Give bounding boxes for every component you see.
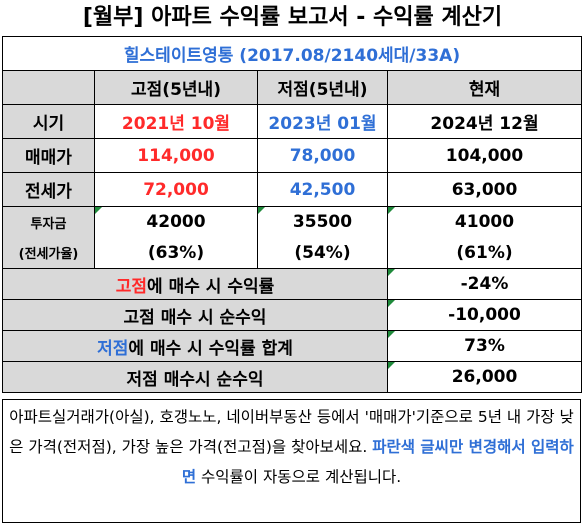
jeonse-current-input[interactable]: 63,000 [386, 172, 583, 207]
calc-marker-icon [388, 269, 395, 276]
period-high-input[interactable]: 2021년 10월 [94, 104, 258, 139]
high-profit-label: 고점 매수 시 순수익 [2, 299, 388, 331]
jeonse-low-input[interactable]: 42,500 [257, 172, 388, 207]
high-return-text: 에 매수 시 수익률 [147, 276, 275, 297]
page-title: [월부] 아파트 수익률 보고서 - 수익률 계산기 [82, 5, 503, 30]
jeonse-ratio-label: (전세가율) [2, 237, 95, 269]
invest-label: 투자금 [2, 206, 95, 238]
high-return-row: 고점에 매수 시 수익률 -24% [2, 268, 583, 300]
low-return-number: 73% [464, 336, 505, 356]
low-return-label: 저점에 매수 시 수익률 합계 [2, 330, 388, 362]
header-current: 현재 [386, 70, 583, 105]
note-text-end: 수익률이 자동으로 계산됩니다. [196, 468, 402, 486]
high-profit-value: -10,000 [386, 299, 583, 331]
column-header-row: 고점(5년내) 저점(5년내) 현재 [2, 70, 583, 105]
high-return-label: 고점에 매수 시 수익률 [2, 268, 388, 300]
period-row: 시기 2021년 10월 2023년 01월 2024년 12월 [2, 104, 583, 139]
calc-marker-icon [388, 300, 395, 307]
calc-marker-icon [388, 207, 395, 214]
header-high: 고점(5년내) [94, 70, 258, 105]
low-return-text: 에 매수 시 수익률 합계 [128, 338, 293, 359]
high-profit-number: -10,000 [448, 305, 521, 325]
high-return-number: -24% [460, 274, 509, 294]
invest-row: 투자금 42000 35500 41000 [2, 206, 583, 238]
low-profit-number: 26,000 [451, 367, 518, 387]
calc-marker-icon [388, 331, 395, 338]
note-text: 아파트실거래가(아실), 호갱노노, 네이버부동산 등에서 '매매가'기준으로 … [9, 408, 574, 456]
return-calculator-table: 힐스테이트영통 (2017.08/2140세대/33A) 고점(5년내) 저점(… [1, 36, 583, 393]
calc-marker-icon [388, 362, 395, 369]
invest-current-rate: (61%) [386, 237, 583, 269]
low-return-row: 저점에 매수 시 수익률 합계 73% [2, 330, 583, 362]
jeonse-price-row: 전세가 72,000 42,500 63,000 [2, 172, 583, 207]
invest-high-rate: (63%) [94, 237, 258, 269]
complex-name: 힐스테이트영통 (2017.08/2140세대/33A) [1, 36, 583, 71]
sale-low-input[interactable]: 78,000 [257, 138, 388, 173]
high-emphasis: 고점 [115, 276, 148, 297]
high-return-value: -24% [386, 268, 583, 300]
invest-high-cell: 42000 [94, 206, 258, 238]
calc-marker-icon [95, 207, 102, 214]
header-low: 저점(5년내) [257, 70, 388, 105]
jeonse-label: 전세가 [2, 172, 95, 207]
high-profit-row: 고점 매수 시 순수익 -10,000 [2, 299, 583, 331]
low-return-value: 73% [386, 330, 583, 362]
invest-current-cell: 41000 [386, 206, 583, 238]
invest-current-value: 41000 [454, 212, 515, 233]
calc-marker-icon [258, 207, 265, 214]
invest-low-value: 35500 [292, 212, 353, 233]
period-current-input[interactable]: 2024년 12월 [386, 104, 583, 139]
period-low-input[interactable]: 2023년 01월 [257, 104, 388, 139]
sale-high-input[interactable]: 114,000 [94, 138, 258, 173]
instruction-note: 아파트실거래가(아실), 호갱노노, 네이버부동산 등에서 '매매가'기준으로 … [2, 399, 581, 523]
invest-rate-row: (전세가율) (63%) (54%) (61%) [2, 237, 583, 269]
low-profit-row: 저점 매수시 순수익 26,000 [2, 361, 583, 393]
note-highlight: 파란색 글씨만 변경해서 입력하면 [181, 438, 574, 486]
period-label: 시기 [2, 104, 95, 139]
sale-price-row: 매매가 114,000 78,000 104,000 [2, 138, 583, 173]
invest-high-value: 42000 [146, 212, 206, 233]
invest-low-cell: 35500 [257, 206, 388, 238]
sale-current-input[interactable]: 104,000 [386, 138, 583, 173]
low-profit-value: 26,000 [386, 361, 583, 393]
jeonse-high-input[interactable]: 72,000 [94, 172, 258, 207]
header-empty [2, 70, 95, 105]
sale-label: 매매가 [2, 138, 95, 173]
invest-low-rate: (54%) [257, 237, 388, 269]
low-emphasis: 저점 [97, 338, 129, 359]
low-profit-label: 저점 매수시 순수익 [2, 361, 388, 393]
